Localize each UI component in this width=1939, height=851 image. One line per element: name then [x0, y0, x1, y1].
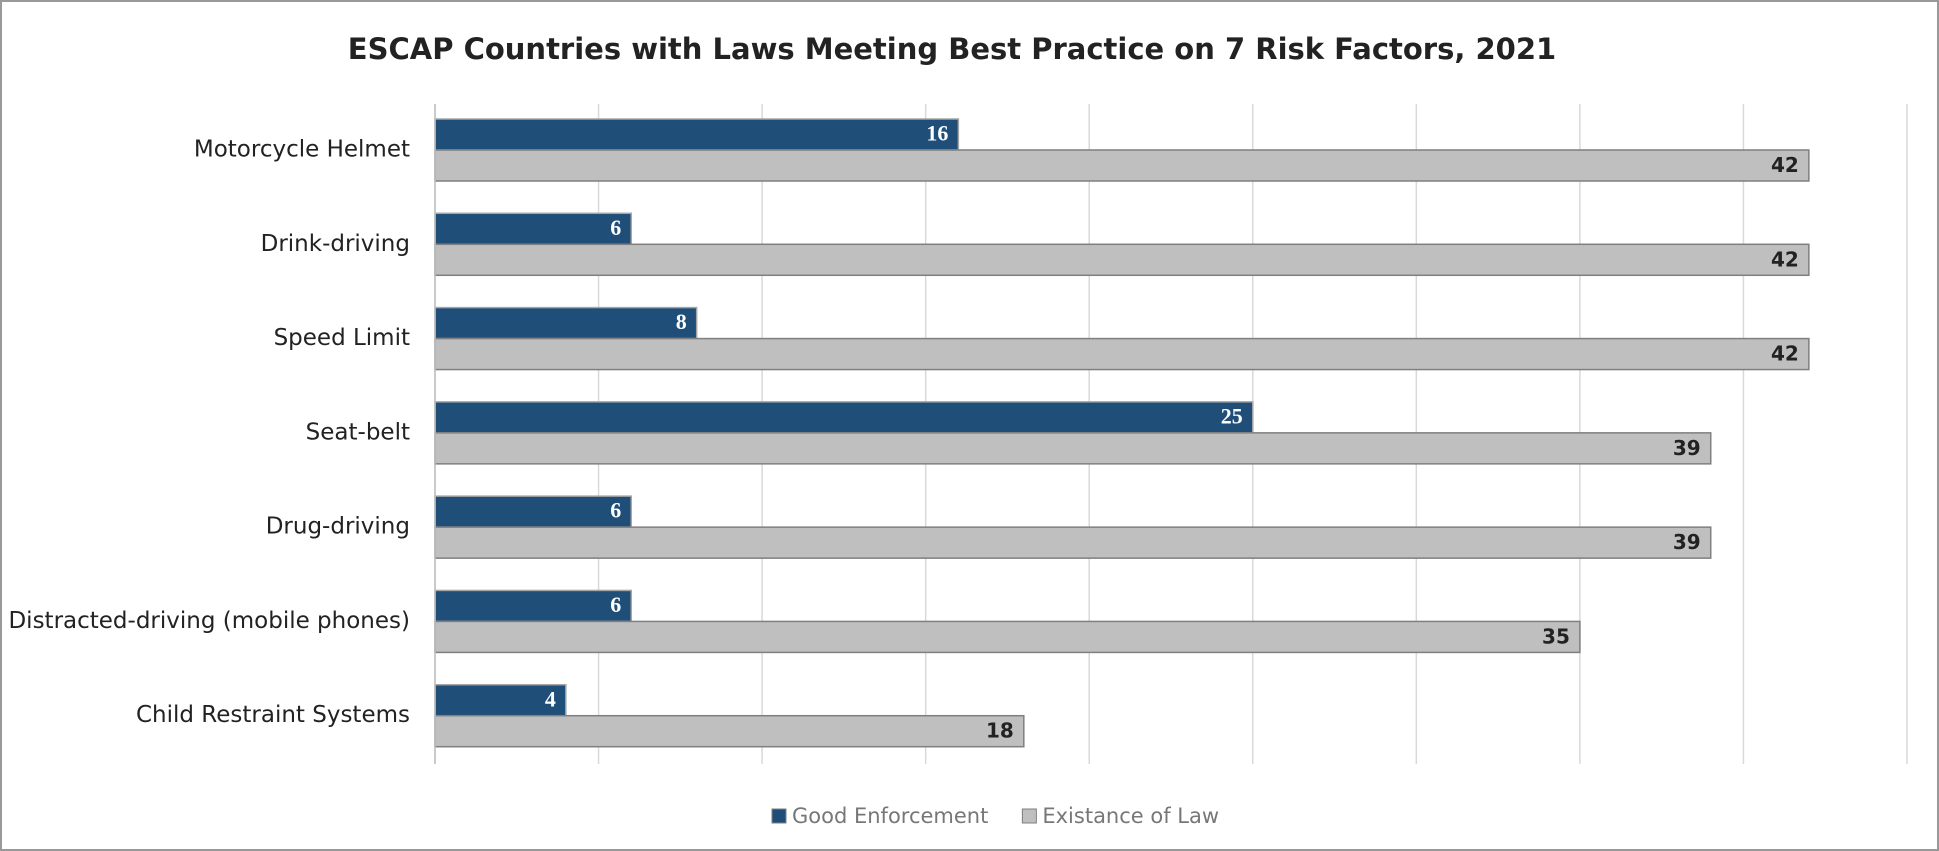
bar [434, 243, 1810, 277]
bar [434, 526, 1712, 559]
data-label: 6 [610, 592, 621, 617]
bar [434, 432, 1712, 465]
data-label: 42 [1771, 247, 1799, 271]
data-label: 16 [926, 121, 948, 146]
bar [434, 401, 1254, 434]
category-label: Distracted-driving (mobile phones) [8, 608, 410, 634]
bar [434, 714, 1025, 748]
bar [434, 495, 633, 528]
data-label: 6 [610, 215, 621, 240]
data-label: 8 [676, 309, 687, 334]
data-label: 4 [545, 686, 556, 711]
data-label: 18 [986, 719, 1014, 743]
data-label: 39 [1673, 436, 1701, 460]
data-label: 6 [610, 498, 621, 523]
bar [434, 620, 1581, 654]
data-label: 42 [1771, 153, 1799, 177]
category-label: Drink-driving [261, 231, 410, 257]
bar [434, 306, 698, 340]
category-label: Child Restraint Systems [136, 702, 410, 728]
category-label: Seat-belt [306, 419, 410, 445]
bar [434, 337, 1810, 371]
category-label: Speed Limit [274, 325, 410, 351]
data-label: 39 [1673, 530, 1701, 554]
category-label: Drug-driving [266, 514, 410, 540]
bar [434, 149, 1810, 182]
legend-swatch [771, 808, 787, 824]
category-label: Motorcycle Helmet [194, 137, 410, 163]
bar [434, 118, 960, 151]
chart-title: ESCAP Countries with Laws Meeting Best P… [348, 32, 1556, 66]
bar [434, 212, 633, 246]
data-label: 25 [1221, 403, 1243, 428]
legend-label: Good Enforcement [792, 804, 988, 828]
data-label: 35 [1542, 624, 1570, 648]
bar [434, 589, 633, 623]
data-label: 42 [1771, 342, 1799, 366]
legend-swatch [1021, 808, 1037, 824]
legend-label: Existance of Law [1042, 804, 1219, 828]
